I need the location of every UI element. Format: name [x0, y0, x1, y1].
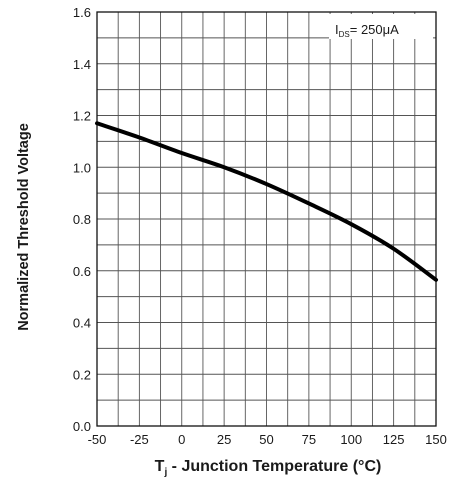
annotation-subscript: DS [339, 30, 350, 39]
threshold-voltage-series-line [95, 121, 438, 282]
x-tick-label: 125 [383, 432, 405, 447]
x-axis-title-main: T [155, 458, 165, 475]
y-tick-label: 1.2 [73, 109, 91, 124]
y-tick-label: 1.6 [73, 5, 91, 20]
y-tick-label: 0.6 [73, 264, 91, 279]
annotation-ids-current: IDS= 250μA [335, 22, 399, 39]
x-tick-label: 75 [302, 432, 316, 447]
x-tick-labels: -50 -25 0 25 50 75 100 125 150 [88, 432, 447, 447]
x-tick-label: 100 [340, 432, 362, 447]
x-tick-label: 0 [178, 432, 185, 447]
annotation-value: = 250μA [350, 22, 399, 37]
x-axis-title-subscript: j [163, 467, 167, 478]
grid-lines [97, 12, 436, 426]
x-tick-label: -25 [130, 432, 149, 447]
x-axis-title-rest: - Junction Temperature (°C) [167, 458, 381, 475]
y-tick-label: 0.8 [73, 212, 91, 227]
x-tick-label: -50 [88, 432, 107, 447]
y-tick-label: 0.4 [73, 316, 91, 331]
plot-frame [96, 11, 437, 427]
y-tick-label: 1.0 [73, 160, 91, 175]
y-tick-label: 1.4 [73, 57, 91, 72]
x-tick-label: 150 [425, 432, 447, 447]
x-tick-label: 25 [217, 432, 231, 447]
x-axis-title: Tj - Junction Temperature (°C) [155, 458, 382, 478]
y-tick-label: 0.2 [73, 367, 91, 382]
annotation-box [329, 14, 433, 39]
y-tick-label: 0.0 [73, 419, 91, 434]
y-tick-labels: 0.0 0.2 0.4 0.6 0.8 1.0 1.2 1.4 1.6 [73, 5, 91, 434]
annotation-prefix: I [335, 22, 339, 37]
x-tick-label: 50 [259, 432, 273, 447]
y-axis-title: Normalized Threshold Voltage [16, 123, 32, 331]
